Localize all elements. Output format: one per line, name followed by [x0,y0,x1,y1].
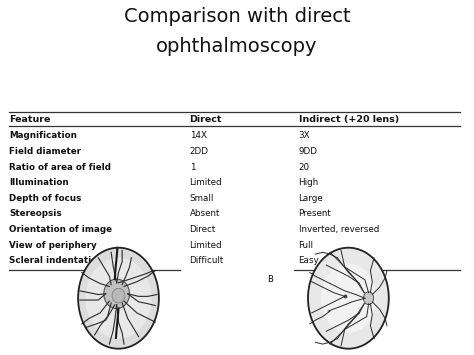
Text: Magnification: Magnification [9,131,77,140]
Text: 9DD: 9DD [299,147,318,156]
Text: Small: Small [190,194,214,203]
Text: Full: Full [299,241,314,250]
Text: High: High [299,178,319,187]
Text: View of periphery: View of periphery [9,241,97,250]
Text: Direct: Direct [190,225,216,234]
Text: ophthalmoscopy: ophthalmoscopy [156,37,318,56]
Text: Depth of focus: Depth of focus [9,194,82,203]
Ellipse shape [321,263,376,333]
Text: A: A [101,275,107,284]
Text: Illumination: Illumination [9,178,69,187]
Ellipse shape [308,248,389,349]
Ellipse shape [85,258,152,339]
Text: 2DD: 2DD [190,147,209,156]
Text: Ratio of area of field: Ratio of area of field [9,163,111,171]
Text: Large: Large [299,194,323,203]
Text: Easy: Easy [299,256,319,265]
Text: Orientation of image: Orientation of image [9,225,112,234]
Text: Feature: Feature [9,115,51,124]
Text: Inverted, reversed: Inverted, reversed [299,225,379,234]
Text: 20: 20 [299,163,310,171]
Ellipse shape [112,288,125,303]
Text: Present: Present [299,209,331,218]
Text: Direct: Direct [190,115,222,124]
Text: Stereopsis: Stereopsis [9,209,62,218]
Text: Indirect (+20 lens): Indirect (+20 lens) [299,115,399,124]
Ellipse shape [104,279,129,308]
Text: Limited: Limited [190,178,222,187]
Text: B: B [267,275,273,284]
Text: Comparison with direct: Comparison with direct [124,7,350,26]
Text: Difficult: Difficult [190,256,224,265]
Text: 1: 1 [190,163,195,171]
Ellipse shape [78,248,159,349]
Text: Field diameter: Field diameter [9,147,82,156]
Text: 3X: 3X [299,131,310,140]
Ellipse shape [364,292,374,305]
Text: 14X: 14X [190,131,207,140]
Text: Scleral indentation: Scleral indentation [9,256,104,265]
Text: Absent: Absent [190,209,220,218]
Text: Limited: Limited [190,241,222,250]
